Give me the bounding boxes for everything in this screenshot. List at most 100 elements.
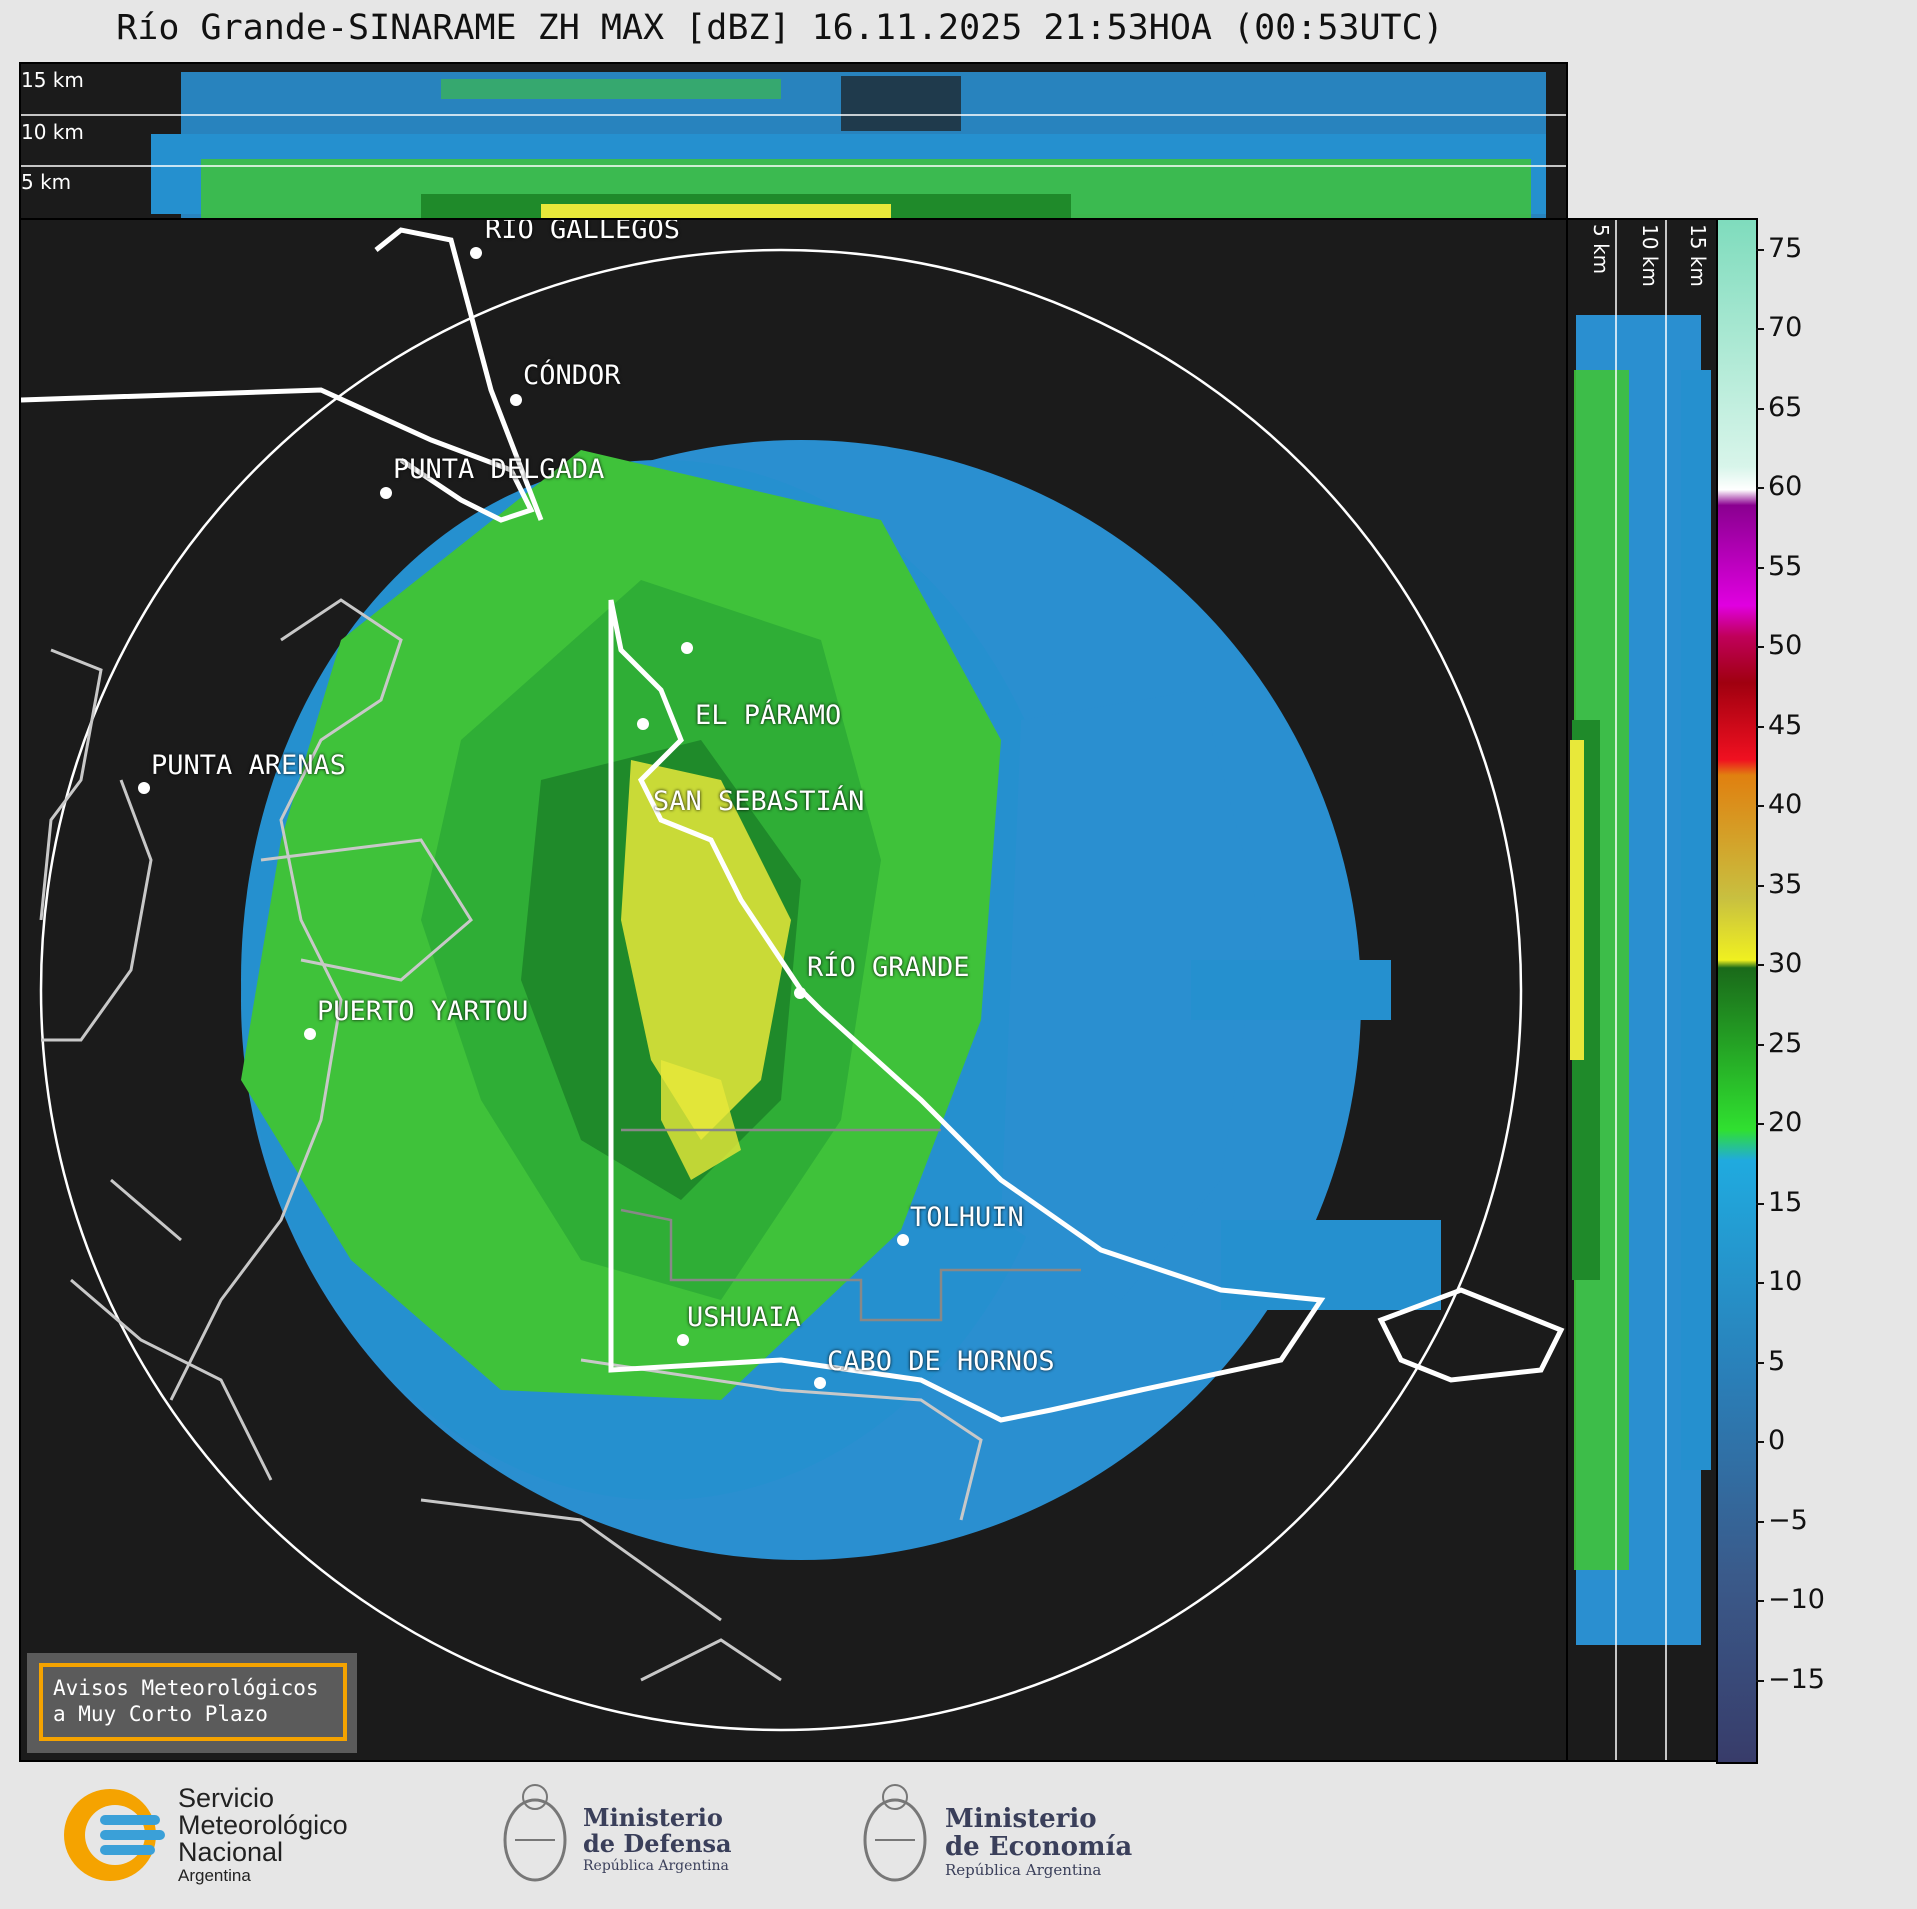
colorbar-tick-label: −5 <box>1768 1504 1808 1536</box>
defensa-line-2: de Defensa <box>583 1829 732 1858</box>
smn-line-3: Nacional <box>178 1837 284 1867</box>
coastlines <box>39 598 983 1682</box>
right-cross-section-panel: 5 km 10 km 15 km <box>1564 218 1718 1762</box>
colorbar-tick-label: 70 <box>1768 312 1803 344</box>
colorbar-tick-mark <box>1756 805 1764 808</box>
ministerio-defensa-logo: Ministerio de Defensa República Argentin… <box>495 1775 755 1895</box>
colorbar <box>1716 218 1758 1764</box>
radar-reflectivity-plot <box>21 227 1565 1732</box>
marker-cabo-de-hornos <box>814 1377 826 1389</box>
place-label-rio-gallegos: RÍO GALLEGOS <box>485 218 681 245</box>
marker-rio-grande <box>794 987 806 999</box>
colorbar-gradient <box>1718 220 1756 1762</box>
place-label-condor: CÓNDOR <box>523 360 621 391</box>
marker-san-sebastian <box>637 718 649 730</box>
place-label-cabo-de-hornos: CABO DE HORNOS <box>827 1346 1055 1377</box>
province-borders <box>620 1128 1081 1322</box>
right-cross-section-plot <box>1570 220 1711 1760</box>
colorbar-tick-label: 60 <box>1768 471 1803 503</box>
colorbar-tick-mark <box>1756 646 1764 649</box>
alert-line-1: Avisos Meteorológicos <box>53 1676 319 1700</box>
colorbar-tick-mark <box>1756 328 1764 331</box>
marker-punta-arenas <box>138 782 150 794</box>
place-label-punta-arenas: PUNTA ARENAS <box>151 750 347 781</box>
colorbar-tick-mark <box>1756 884 1764 887</box>
marker-condor <box>510 394 522 406</box>
right-label-10km: 10 km <box>1638 224 1662 287</box>
colorbar-tick-label: 15 <box>1768 1186 1803 1218</box>
colorbar-tick-label: 30 <box>1768 948 1803 980</box>
colorbar-tick-mark <box>1756 1043 1764 1046</box>
colorbar-tick-mark <box>1756 1123 1764 1126</box>
place-label-ushuaia: USHUAIA <box>687 1302 801 1333</box>
smn-line-2: Meteorológico <box>178 1810 348 1840</box>
colorbar-tick-mark <box>1756 1282 1764 1285</box>
colorbar-tick-mark <box>1756 566 1764 569</box>
top-label-15km: 15 km <box>21 68 84 92</box>
place-markers <box>138 247 909 1389</box>
colorbar-tick-label: 25 <box>1768 1027 1803 1059</box>
smn-logo: Servicio Meteorológico Nacional Argentin… <box>55 1785 395 1885</box>
colorbar-tick-label: 45 <box>1768 709 1803 741</box>
top-cross-section-plot <box>21 72 1566 218</box>
alert-box: Avisos Meteorológicos a Muy Corto Plazo <box>27 1653 357 1753</box>
place-label-puerto-yartou: PUERTO YARTOU <box>317 996 529 1027</box>
colorbar-tick-mark <box>1756 1600 1764 1603</box>
colorbar-tick-label: 50 <box>1768 630 1803 662</box>
place-label-tolhuin: TOLHUIN <box>910 1202 1024 1233</box>
colorbar-tick-label: 55 <box>1768 550 1803 582</box>
ministerio-economia-logo: Ministerio de Economía República Argenti… <box>855 1775 1135 1895</box>
place-label-san-sebastian: SAN SEBASTIÁN <box>653 786 865 817</box>
colorbar-tick-label: 5 <box>1768 1345 1786 1377</box>
colorbar-tick-mark <box>1756 964 1764 967</box>
colorbar-tick-mark <box>1756 407 1764 410</box>
alert-box-frame: Avisos Meteorológicos a Muy Corto Plazo <box>39 1663 347 1741</box>
colorbar-tick-label: 65 <box>1768 391 1803 423</box>
colorbar-tick-label: 0 <box>1768 1425 1786 1457</box>
colorbar-tick-label: 35 <box>1768 868 1803 900</box>
page-title: Río Grande-SINARAME ZH MAX [dBZ] 16.11.2… <box>116 8 1444 48</box>
colorbar-tick-label: 10 <box>1768 1266 1803 1298</box>
colorbar-tick-mark <box>1756 725 1764 728</box>
marker-punta-delgada <box>380 487 392 499</box>
borders <box>21 227 1565 1423</box>
colorbar-tick-label: −10 <box>1768 1584 1825 1616</box>
escudo-economia-icon <box>863 1784 927 1882</box>
place-label-punta-delgada: PUNTA DELGADA <box>393 454 605 485</box>
marker-ushuaia <box>677 1334 689 1346</box>
place-label-el-paramo: EL PÁRAMO <box>695 700 842 731</box>
radar-map: RÍO GALLEGOS CÓNDOR PUNTA DELGADA EL PÁR… <box>19 218 1568 1762</box>
economia-line-1: Ministerio <box>945 1804 1097 1834</box>
alert-box-text: Avisos Meteorológicos a Muy Corto Plazo <box>53 1675 319 1727</box>
marker-el-paramo <box>681 642 693 654</box>
economia-line-3: República Argentina <box>945 1861 1102 1879</box>
colorbar-tick-mark <box>1756 1679 1764 1682</box>
colorbar-tick-label: 20 <box>1768 1107 1803 1139</box>
colorbar-tick-mark <box>1756 248 1764 251</box>
colorbar-tick-label: −15 <box>1768 1663 1825 1695</box>
smn-line-1: Servicio <box>178 1783 275 1813</box>
alert-line-2: a Muy Corto Plazo <box>53 1702 268 1726</box>
reflectivity-echoes <box>241 440 1441 1560</box>
colorbar-tick-label: 75 <box>1768 232 1803 264</box>
colorbar-tick-mark <box>1756 1361 1764 1364</box>
colorbar-tick-mark <box>1756 1441 1764 1444</box>
colorbar-tick-mark <box>1756 487 1764 490</box>
defensa-line-3: República Argentina <box>583 1858 729 1874</box>
marker-rio-gallegos <box>470 247 482 259</box>
defensa-line-1: Ministerio <box>583 1803 723 1832</box>
top-label-5km: 5 km <box>21 170 72 194</box>
marker-tolhuin <box>897 1234 909 1246</box>
place-label-rio-grande: RÍO GRANDE <box>807 952 970 983</box>
colorbar-tick-mark <box>1756 1520 1764 1523</box>
escudo-defensa-icon <box>503 1784 567 1882</box>
marker-puerto-yartou <box>304 1028 316 1040</box>
colorbar-tick-label: 40 <box>1768 789 1803 821</box>
radar-range-ring <box>39 248 1523 1732</box>
right-label-5km: 5 km <box>1589 224 1613 275</box>
smn-line-4: Argentina <box>178 1866 251 1885</box>
economia-line-2: de Economía <box>945 1832 1133 1862</box>
smn-logo-icon <box>64 1789 165 1881</box>
top-label-10km: 10 km <box>21 120 84 144</box>
colorbar-tick-mark <box>1756 1202 1764 1205</box>
